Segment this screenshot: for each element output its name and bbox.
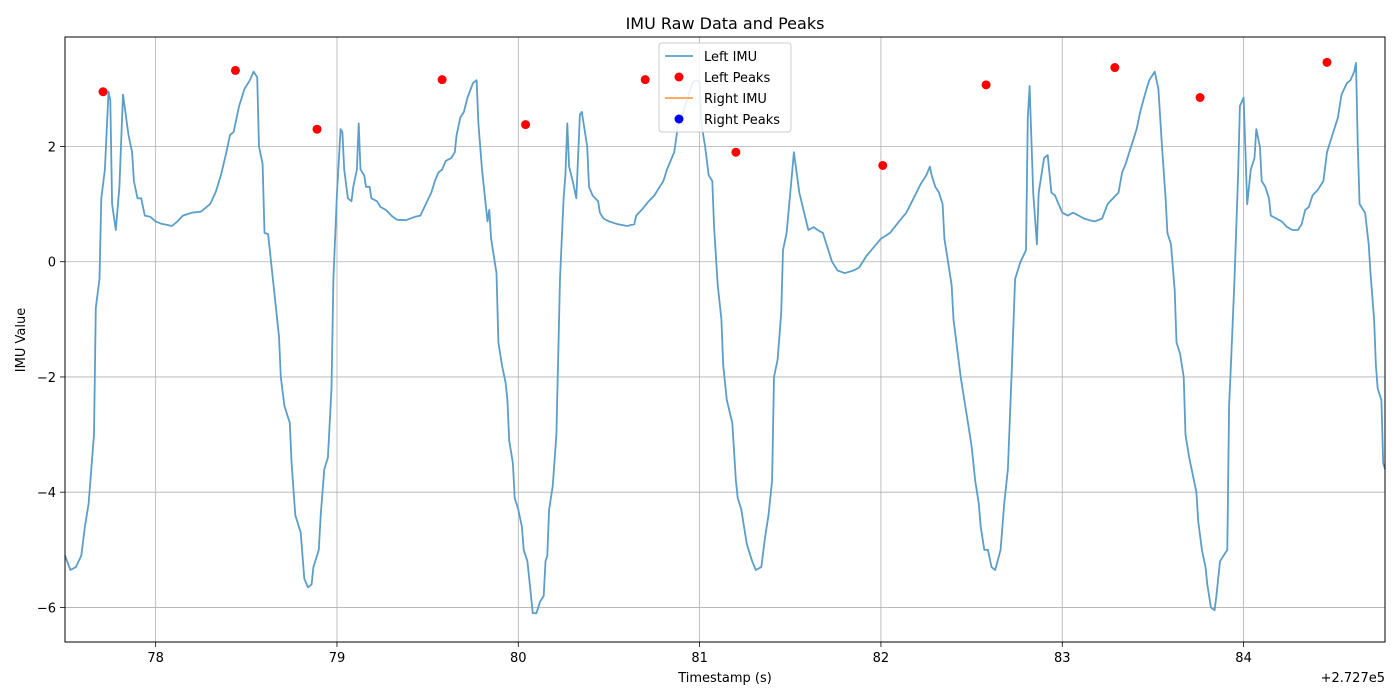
x-tick-label: 78 [147, 651, 164, 666]
x-axis-ticks: 78 79 80 81 82 83 84 [147, 642, 1252, 666]
peak-marker [640, 75, 650, 85]
y-tick-label: 2 [48, 140, 56, 155]
x-tick-label: 81 [691, 651, 708, 666]
peak-marker [1110, 63, 1120, 73]
x-axis-label: Timestamp (s) [677, 671, 772, 686]
x-offset-label: +2.727e5 [1321, 671, 1385, 686]
peak-marker [521, 120, 531, 130]
legend-label: Right Peaks [704, 113, 780, 128]
y-axis-ticks: −6 −4 −2 0 2 [37, 140, 65, 616]
x-tick-label: 84 [1235, 651, 1252, 666]
peak-marker [981, 80, 991, 90]
peak-marker [731, 147, 741, 157]
peak-marker [312, 124, 322, 134]
y-tick-label: −4 [37, 486, 56, 501]
y-tick-label: −6 [37, 601, 56, 616]
legend: Left IMU Left Peaks Right IMU Right Peaks [658, 42, 792, 133]
peak-marker [98, 87, 108, 97]
peak-marker [1322, 57, 1332, 67]
legend-label: Left IMU [704, 50, 757, 65]
legend-box [658, 42, 792, 133]
legend-label: Right IMU [704, 92, 767, 107]
series-peaks [98, 57, 1332, 170]
series-line-left-imu [64, 62, 1386, 615]
chart-title: IMU Raw Data and Peaks [626, 14, 825, 33]
x-tick-label: 82 [873, 651, 890, 666]
y-tick-label: 0 [48, 256, 56, 271]
legend-label: Left Peaks [704, 71, 770, 86]
peak-marker [878, 160, 888, 170]
y-tick-label: −2 [37, 371, 56, 386]
legend-swatch-marker [674, 72, 684, 82]
peak-marker [437, 75, 447, 85]
peak-marker [230, 65, 240, 75]
y-axis-label: IMU Value [14, 308, 29, 372]
plot-frame [64, 36, 1386, 643]
x-tick-label: 83 [1054, 651, 1071, 666]
x-tick-label: 80 [510, 651, 527, 666]
series-lines [64, 62, 1386, 615]
x-tick-label: 79 [329, 651, 346, 666]
peak-marker [1195, 93, 1205, 102]
legend-swatch-marker [674, 114, 684, 124]
